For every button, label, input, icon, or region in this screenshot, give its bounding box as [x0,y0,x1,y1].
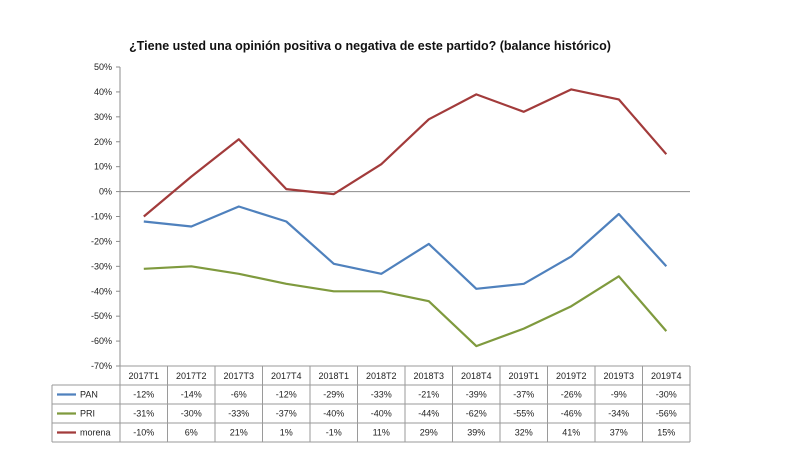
data-label-pan: -12% [133,390,154,400]
series-line-pri [143,265,668,348]
x-tick-label: 2019T3 [603,371,634,381]
y-tick-label: -50% [91,311,112,321]
x-tick-label: 2017T2 [176,371,207,381]
data-label-pan: -14% [181,390,202,400]
x-tick-label: 2018T4 [461,371,492,381]
data-label-pan: -29% [323,390,344,400]
data-label-morena: 41% [562,428,580,438]
y-tick-label: -10% [91,212,112,222]
data-label-morena: 15% [657,428,675,438]
data-label-pri: -33% [228,409,249,419]
y-tick-label: -20% [91,236,112,246]
x-tick-label: 2017T4 [271,371,302,381]
series-line-morena [143,88,668,218]
y-tick-label: 10% [94,162,112,172]
legend-label-morena: morena [80,428,111,438]
data-label-morena: 21% [230,428,248,438]
data-label-morena: 39% [467,428,485,438]
chart-title: ¿Tiene usted una opinión positiva o nega… [129,39,611,53]
legend-label-pan: PAN [80,390,98,400]
data-label-pri: -46% [561,409,582,419]
data-label-pri: -55% [513,409,534,419]
data-label-pri: -44% [418,409,439,419]
data-label-pri: -56% [656,409,677,419]
data-label-morena: 32% [515,428,533,438]
data-label-morena: 29% [420,428,438,438]
x-tick-label: 2017T3 [223,371,254,381]
y-tick-label: -30% [91,261,112,271]
y-tick-label: 50% [94,62,112,72]
data-label-pan: -6% [231,390,247,400]
data-label-pri: -37% [276,409,297,419]
y-tick-label: -70% [91,361,112,371]
data-label-pan: -21% [418,390,439,400]
data-label-pri: -62% [466,409,487,419]
data-label-pan: -37% [513,390,534,400]
data-label-pan: -33% [371,390,392,400]
x-tick-label: 2018T2 [366,371,397,381]
data-label-pri: -40% [371,409,392,419]
data-label-pri: -31% [133,409,154,419]
data-label-morena: 37% [610,428,628,438]
data-label-pan: -30% [656,390,677,400]
y-tick-label: 40% [94,87,112,97]
data-label-pan: -39% [466,390,487,400]
x-tick-label: 2018T1 [318,371,349,381]
data-label-pan: -26% [561,390,582,400]
y-tick-label: 20% [94,137,112,147]
data-label-pri: -30% [181,409,202,419]
legend-label-pri: PRI [80,409,95,419]
data-label-morena: -1% [326,428,342,438]
data-label-pri: -40% [323,409,344,419]
data-label-morena: 6% [185,428,198,438]
y-tick-label: 30% [94,112,112,122]
data-label-morena: -10% [133,428,154,438]
data-label-pan: -9% [611,390,627,400]
data-label-morena: 11% [373,428,390,438]
x-tick-label: 2019T2 [556,371,587,381]
x-tick-label: 2018T3 [413,371,444,381]
data-label-pan: -12% [276,390,297,400]
x-tick-label: 2017T1 [128,371,159,381]
x-tick-label: 2019T1 [508,371,539,381]
y-tick-label: -60% [91,336,112,346]
data-label-morena: 1% [280,428,293,438]
series-line-pan [143,205,668,290]
y-tick-label: 0% [99,187,112,197]
data-label-pri: -34% [608,409,629,419]
y-tick-label: -40% [91,286,112,296]
x-tick-label: 2019T4 [651,371,682,381]
